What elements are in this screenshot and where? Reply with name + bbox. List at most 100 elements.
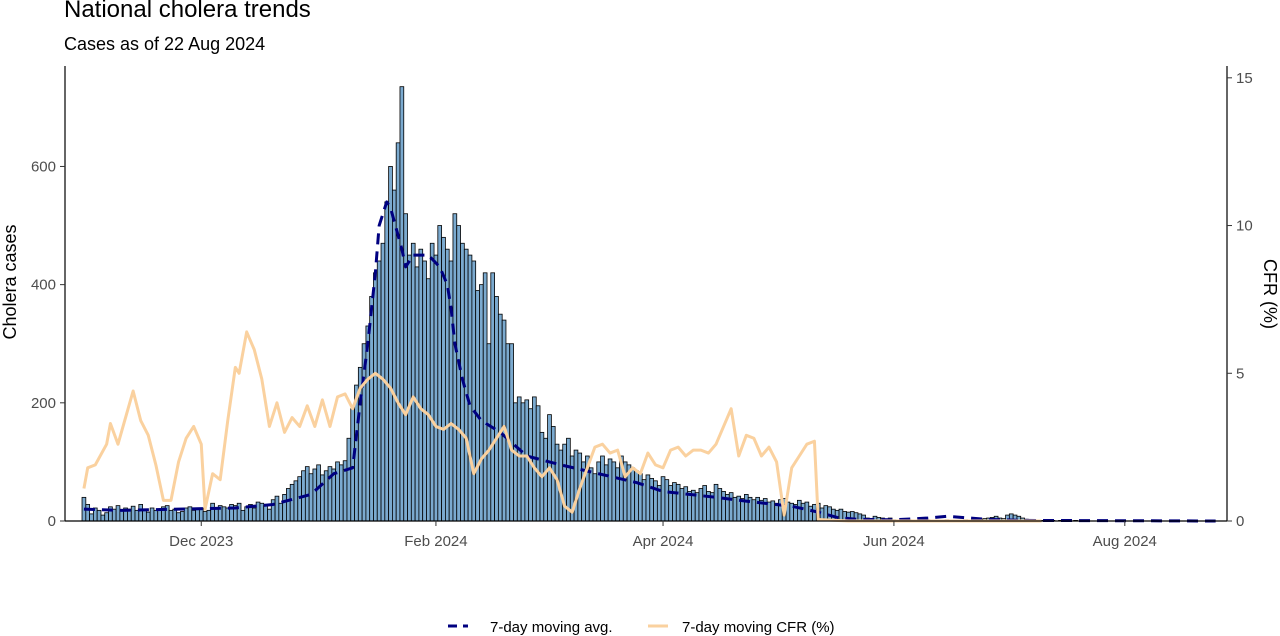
case-bar [214, 508, 219, 522]
x-tick-label: Aug 2024 [1093, 533, 1157, 550]
case-bar [180, 511, 185, 522]
case-bar [138, 504, 143, 522]
case-bar [467, 254, 473, 522]
case-bar [516, 396, 522, 522]
case-bar [660, 476, 666, 522]
case-bar [206, 509, 212, 522]
case-bar [797, 499, 802, 522]
case-bar [471, 260, 477, 522]
case-bar [603, 464, 609, 522]
case-bar [672, 482, 677, 522]
case-bar [494, 296, 499, 522]
case-bar [134, 509, 140, 522]
x-tick-label: Feb 2024 [404, 533, 467, 550]
case-bar [149, 507, 155, 522]
legend-label-moving-avg: 7-day moving avg. [490, 619, 613, 636]
case-bar [350, 408, 355, 522]
case-bar [376, 260, 382, 522]
chart-title: National cholera trends [64, 0, 311, 23]
case-bar [153, 509, 159, 522]
case-bar [698, 488, 704, 522]
case-bar [395, 142, 401, 522]
y-tick-label: 400 [31, 277, 56, 294]
case-bar [384, 201, 390, 522]
case-bar [732, 496, 738, 522]
y2-tick-label: 0 [1236, 513, 1244, 530]
case-bar [115, 505, 121, 522]
case-bar [210, 502, 215, 522]
case-bar [490, 272, 495, 522]
case-bar [168, 509, 174, 522]
case-bar [221, 506, 227, 522]
case-bar [456, 225, 461, 522]
axes: 0 200 400 600 0 5 10 15 Dec 2023 Feb 2024 Apr 2024… [31, 66, 1253, 550]
case-bar [172, 508, 178, 522]
case-bar [770, 500, 776, 522]
case-bar [607, 458, 613, 522]
case-bar [649, 478, 654, 522]
case-bar [286, 488, 291, 522]
case-bar [675, 483, 681, 522]
case-bar [403, 213, 408, 522]
case-bar [683, 486, 689, 522]
case-bar [320, 474, 325, 522]
case-bar [267, 508, 272, 522]
case-bar [664, 479, 670, 522]
case-bar [433, 254, 439, 522]
case-bar [187, 506, 193, 522]
case-bar [429, 242, 435, 522]
case-bar [573, 449, 579, 522]
y2-tick-label: 10 [1236, 218, 1253, 235]
x-tick-label: Jun 2024 [863, 533, 925, 550]
case-bar [145, 511, 151, 522]
case-bar [399, 86, 405, 522]
case-bar [452, 213, 458, 522]
case-bar [96, 509, 102, 522]
case-bar [225, 507, 231, 522]
case-bar [717, 488, 723, 522]
case-bar [679, 488, 685, 522]
legend: 7-day moving avg. 7-day moving CFR (%) [448, 619, 835, 636]
case-bar [323, 470, 329, 522]
case-bar [391, 189, 397, 522]
y2-tick-label: 15 [1236, 70, 1253, 87]
case-bar [645, 474, 651, 522]
case-bar [202, 511, 208, 522]
case-bar [130, 505, 136, 522]
case-bar [475, 290, 480, 522]
case-bar [728, 492, 734, 522]
case-bar [744, 494, 749, 522]
case-bar [486, 343, 492, 522]
case-bar [611, 461, 617, 522]
case-bar [592, 473, 598, 522]
case-bar [653, 480, 658, 522]
case-bar [422, 260, 427, 522]
case-bar [316, 464, 321, 522]
case-bar [361, 343, 367, 522]
case-bar [388, 166, 393, 522]
case-bar [346, 437, 352, 522]
case-bar [418, 248, 424, 522]
y-axis-title: Cholera cases [0, 224, 20, 339]
legend-label-cfr: 7-day moving CFR (%) [682, 619, 835, 636]
case-bar [509, 343, 514, 522]
case-bar [339, 464, 344, 522]
case-bar [426, 278, 431, 522]
case-bar [630, 467, 636, 522]
case-bar [289, 483, 295, 522]
case-bar [244, 506, 249, 522]
case-bar [85, 504, 91, 522]
case-bar [373, 272, 378, 522]
case-bar [634, 470, 639, 522]
case-bar [808, 505, 813, 522]
case-bar [282, 494, 287, 522]
case-bar [800, 502, 806, 522]
y2-axis-title: CFR (%) [1260, 259, 1280, 329]
case-bar [497, 313, 503, 522]
case-bar [543, 437, 548, 522]
case-bar [713, 483, 719, 522]
case-bar [448, 260, 454, 522]
case-bar [236, 502, 242, 522]
case-bar [259, 502, 265, 522]
